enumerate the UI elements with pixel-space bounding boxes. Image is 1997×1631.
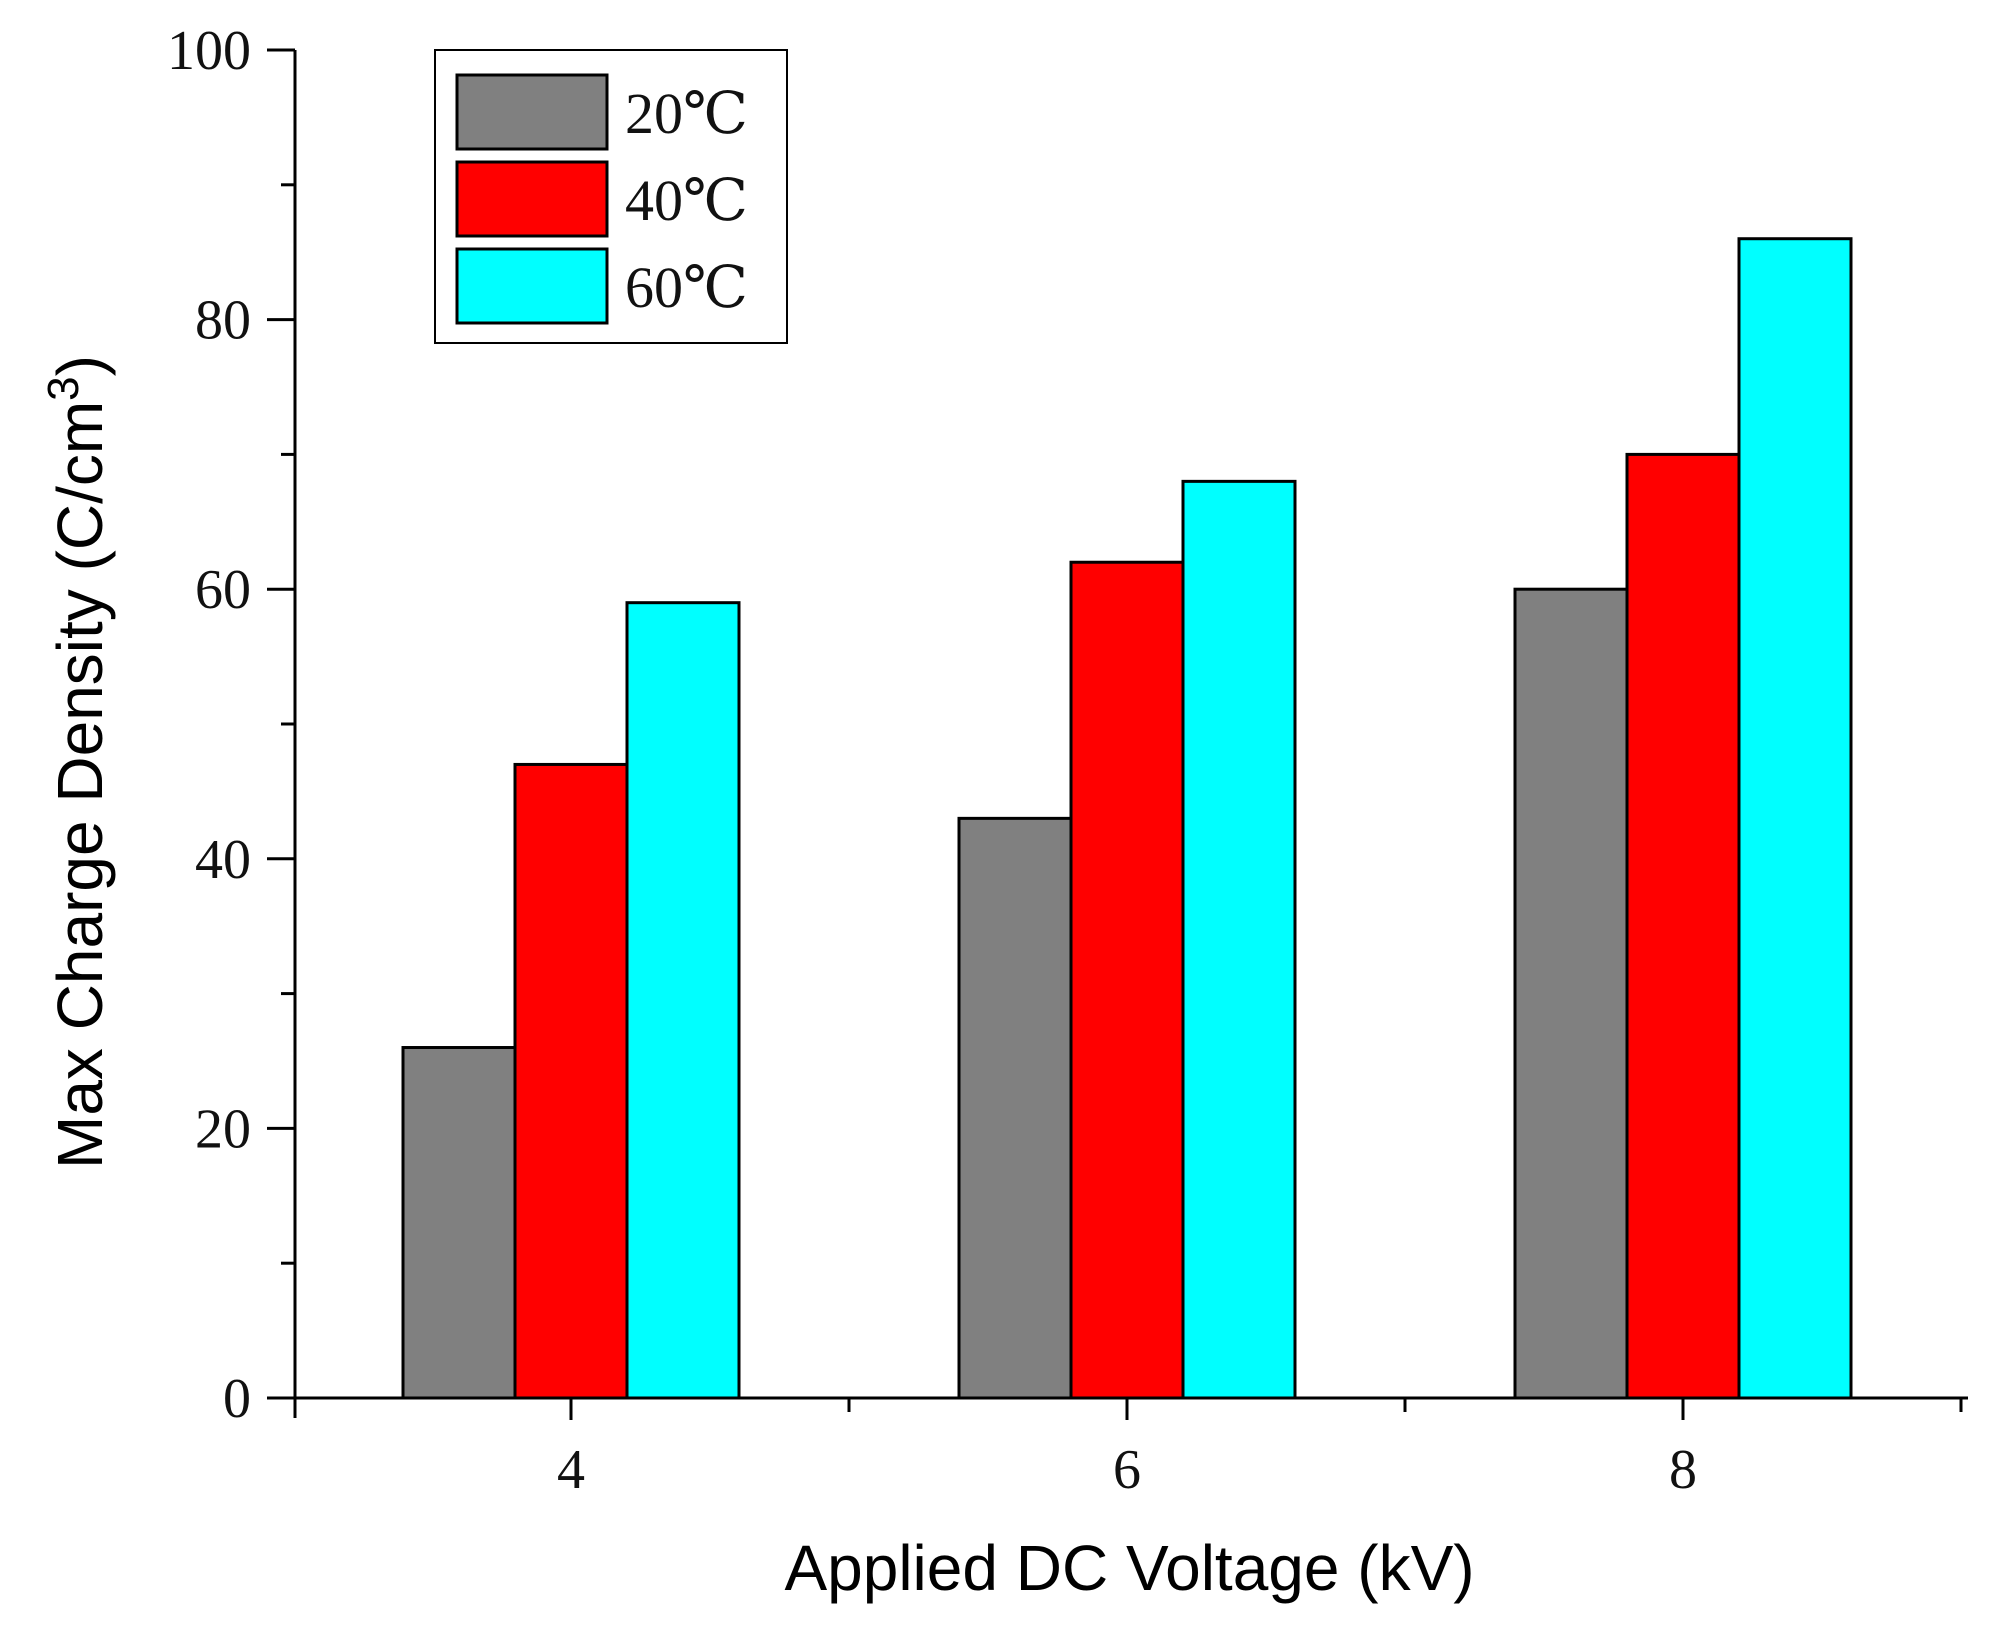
x-tick-label-6: 6	[1113, 1439, 1141, 1501]
bar-6kv-series-2	[1069, 560, 1185, 1400]
legend-swatch-2	[455, 160, 609, 238]
bar-4kv-series-1	[401, 1046, 517, 1400]
x-axis-ticks: 4 6 8	[557, 1398, 1963, 1501]
legend-label-1: 20℃	[625, 81, 748, 146]
y-tick-label: 20	[195, 1098, 251, 1160]
legend-label-3: 60℃	[625, 255, 748, 320]
y-tick-label: 40	[195, 829, 251, 891]
bar-8kv-series-3	[1737, 237, 1853, 1400]
y-tick-label: 100	[167, 20, 251, 82]
legend-swatch-3	[455, 247, 609, 325]
legend-label-2: 40℃	[625, 168, 748, 233]
bar-6kv-series-1	[957, 816, 1073, 1400]
bar-4kv-series-3	[625, 601, 741, 1400]
bar-8kv-series-1	[1513, 587, 1629, 1400]
bars	[401, 237, 1853, 1400]
bar-4kv-series-2	[513, 762, 629, 1400]
y-axis-ticks: 0 20 40 60 80 100	[167, 20, 295, 1430]
x-tick-label-4: 4	[557, 1439, 585, 1501]
y-axis-title: Max Charge Density (C/cm3)	[39, 355, 117, 1169]
y-tick-label: 0	[223, 1368, 251, 1430]
y-axis-title-main: Max Charge Density (C/cm	[44, 401, 116, 1169]
bar-6kv-series-3	[1181, 479, 1297, 1400]
bar-8kv-series-2	[1625, 452, 1741, 1400]
x-tick-label-8: 8	[1669, 1439, 1697, 1501]
x-axis-title: Applied DC Voltage (kV)	[784, 1532, 1474, 1604]
legend-swatch-1	[455, 73, 609, 151]
y-axis-title-superscript: 3	[39, 376, 88, 400]
y-tick-label: 80	[195, 290, 251, 352]
y-tick-label: 60	[195, 559, 251, 621]
y-axis-title-close: )	[44, 355, 116, 376]
legend: 20℃ 40℃ 60℃	[434, 49, 788, 344]
